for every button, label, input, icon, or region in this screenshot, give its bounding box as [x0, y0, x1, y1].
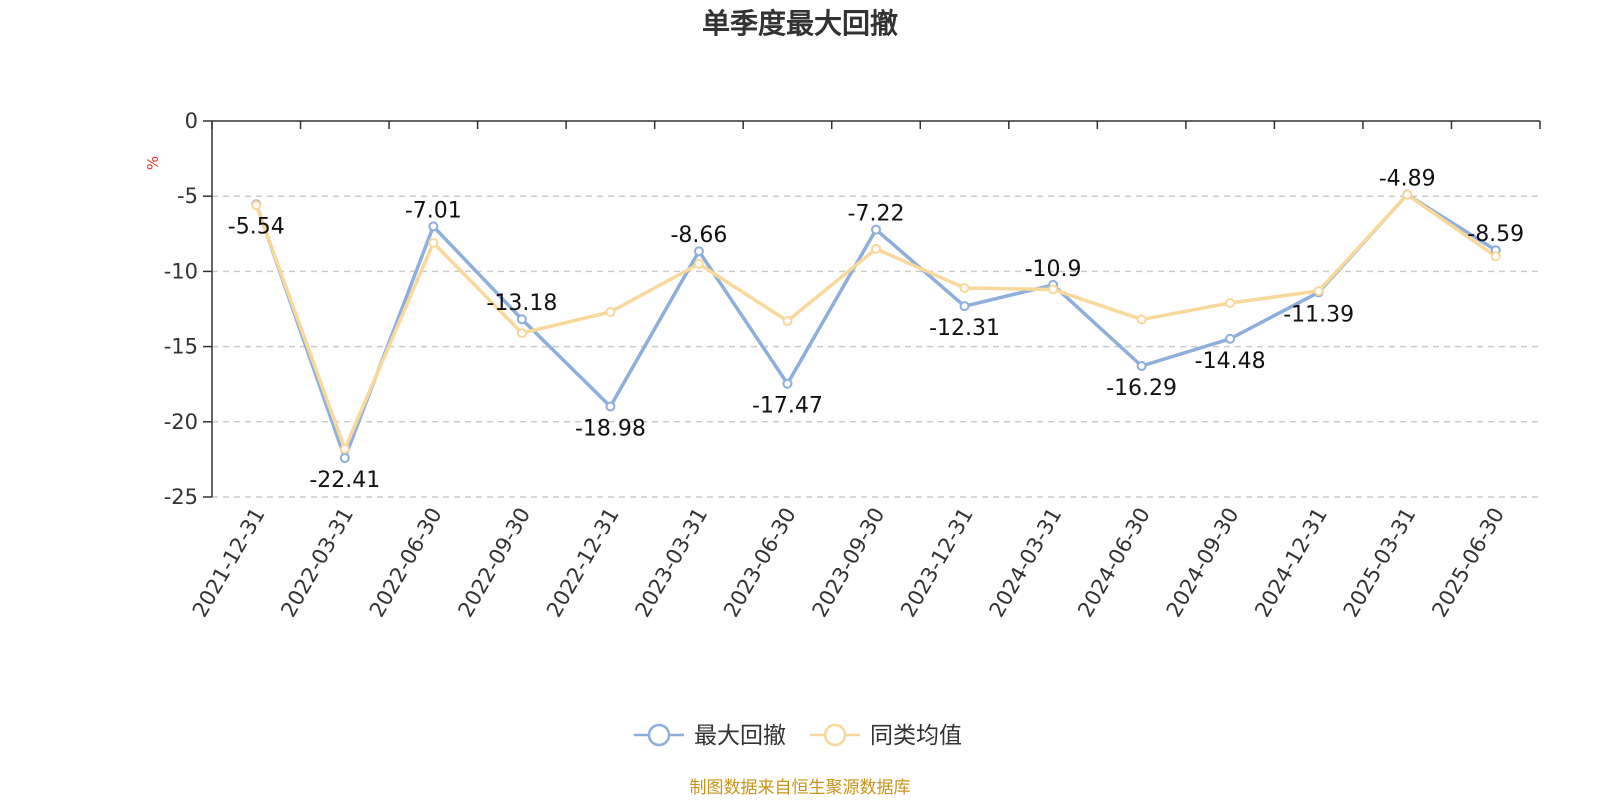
x-tick-label: 2025-03-31 — [1339, 504, 1421, 622]
y-tick-label: -20 — [164, 410, 198, 434]
data-label: -14.48 — [1195, 349, 1266, 374]
data-label: -13.18 — [486, 291, 557, 316]
x-tick-label: 2024-06-30 — [1073, 504, 1155, 622]
y-tick-label: -15 — [164, 335, 198, 359]
legend-marker-icon — [823, 723, 847, 747]
data-label: -4.89 — [1379, 167, 1436, 192]
data-point — [693, 246, 704, 257]
data-label: -8.66 — [670, 223, 727, 248]
data-label: -17.47 — [752, 394, 823, 419]
x-tick-label: 2021-12-31 — [188, 504, 270, 622]
data-point — [693, 258, 704, 269]
data-label: -16.29 — [1106, 376, 1177, 401]
data-point — [871, 243, 881, 254]
legend-item[interactable]: 最大回撤 — [634, 723, 786, 749]
data-point — [428, 221, 439, 232]
data-point — [428, 237, 439, 248]
data-point — [516, 328, 527, 339]
data-point — [1048, 284, 1059, 295]
x-tick-label: 2023-03-31 — [630, 504, 712, 622]
x-tick-label: 2023-06-30 — [719, 504, 801, 622]
x-tick-label: 2023-12-31 — [896, 504, 978, 622]
x-tick-label: 2022-12-31 — [542, 504, 624, 622]
legend-label: 最大回撤 — [694, 723, 786, 749]
data-point — [339, 443, 350, 454]
legend-label: 同类均值 — [870, 723, 962, 749]
y-axis-unit: % — [144, 156, 162, 170]
legend[interactable]: 最大回撤 同类均值 — [634, 723, 962, 749]
data-point — [1313, 285, 1324, 296]
x-tick-label: 2022-03-31 — [276, 504, 358, 622]
data-point — [605, 307, 616, 318]
source-note: 制图数据来自恒生聚源数据库 — [690, 778, 911, 798]
data-point — [516, 314, 527, 325]
data-point — [339, 453, 350, 464]
data-label: -10.9 — [1025, 257, 1082, 282]
y-tick-label: 0 — [185, 109, 198, 133]
chart-title: 单季度最大回撤 — [702, 7, 898, 40]
data-label: -22.41 — [309, 468, 380, 493]
data-labels: -5.54 -22.41 -7.01 -13.18 -18.98 -8.66 -17.47 -… — [228, 167, 1524, 494]
x-tick-label: 2025-06-30 — [1427, 504, 1509, 622]
y-tick-label: -10 — [164, 259, 198, 283]
data-point — [782, 378, 793, 389]
x-tick-label: 2022-09-30 — [453, 504, 535, 622]
x-tick-label: 2023-09-30 — [808, 504, 890, 622]
data-label: -8.59 — [1467, 222, 1524, 247]
series-layer — [251, 189, 1501, 464]
data-point — [1225, 333, 1236, 344]
legend-item[interactable]: 同类均值 — [810, 723, 962, 749]
y-tick-label: -25 — [164, 485, 198, 509]
legend-marker-icon — [647, 723, 671, 747]
data-point — [1225, 297, 1236, 308]
data-point — [1402, 189, 1413, 200]
data-point — [1136, 361, 1147, 372]
data-label: -18.98 — [575, 416, 646, 441]
grid-lines — [212, 195, 1540, 498]
y-tick-label: -5 — [177, 184, 198, 208]
data-point — [959, 282, 970, 293]
data-label: -7.22 — [848, 202, 905, 227]
data-label: -12.31 — [929, 316, 1000, 341]
x-tick-label: 2024-12-31 — [1250, 504, 1332, 622]
x-tick-label: 2024-09-30 — [1162, 504, 1244, 622]
data-point — [959, 301, 970, 312]
data-point — [1490, 251, 1501, 262]
data-point — [1136, 314, 1147, 325]
x-tick-label: 2022-06-30 — [365, 504, 447, 622]
data-point — [871, 224, 881, 235]
x-tick-label: 2024-03-31 — [985, 504, 1067, 622]
data-label: -11.39 — [1283, 302, 1354, 327]
data-point — [605, 401, 616, 412]
data-point — [251, 200, 262, 211]
data-label: -7.01 — [405, 198, 462, 223]
data-label: -5.54 — [228, 214, 285, 239]
data-point — [782, 316, 793, 327]
